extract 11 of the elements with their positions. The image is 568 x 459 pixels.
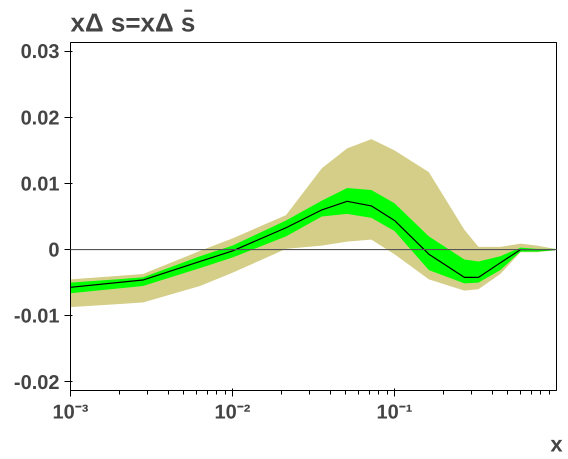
x-tick-label: 10⁻¹ [376, 402, 413, 424]
y-tick-label: -0.02 [14, 372, 60, 394]
y-tick-label: 0.02 [20, 107, 60, 130]
x-tick-label: 10⁻² [214, 402, 251, 424]
y-tick-label: 0 [48, 240, 60, 262]
x-tick-label: 10⁻³ [52, 402, 89, 424]
y-tick-label: 0.01 [20, 173, 60, 196]
x-axis-title: x [550, 432, 564, 456]
chart-title: xΔ s=xΔ s̄ [70, 8, 196, 38]
y-tick-label: 0.03 [20, 41, 60, 64]
y-tick-label: -0.01 [14, 306, 60, 328]
